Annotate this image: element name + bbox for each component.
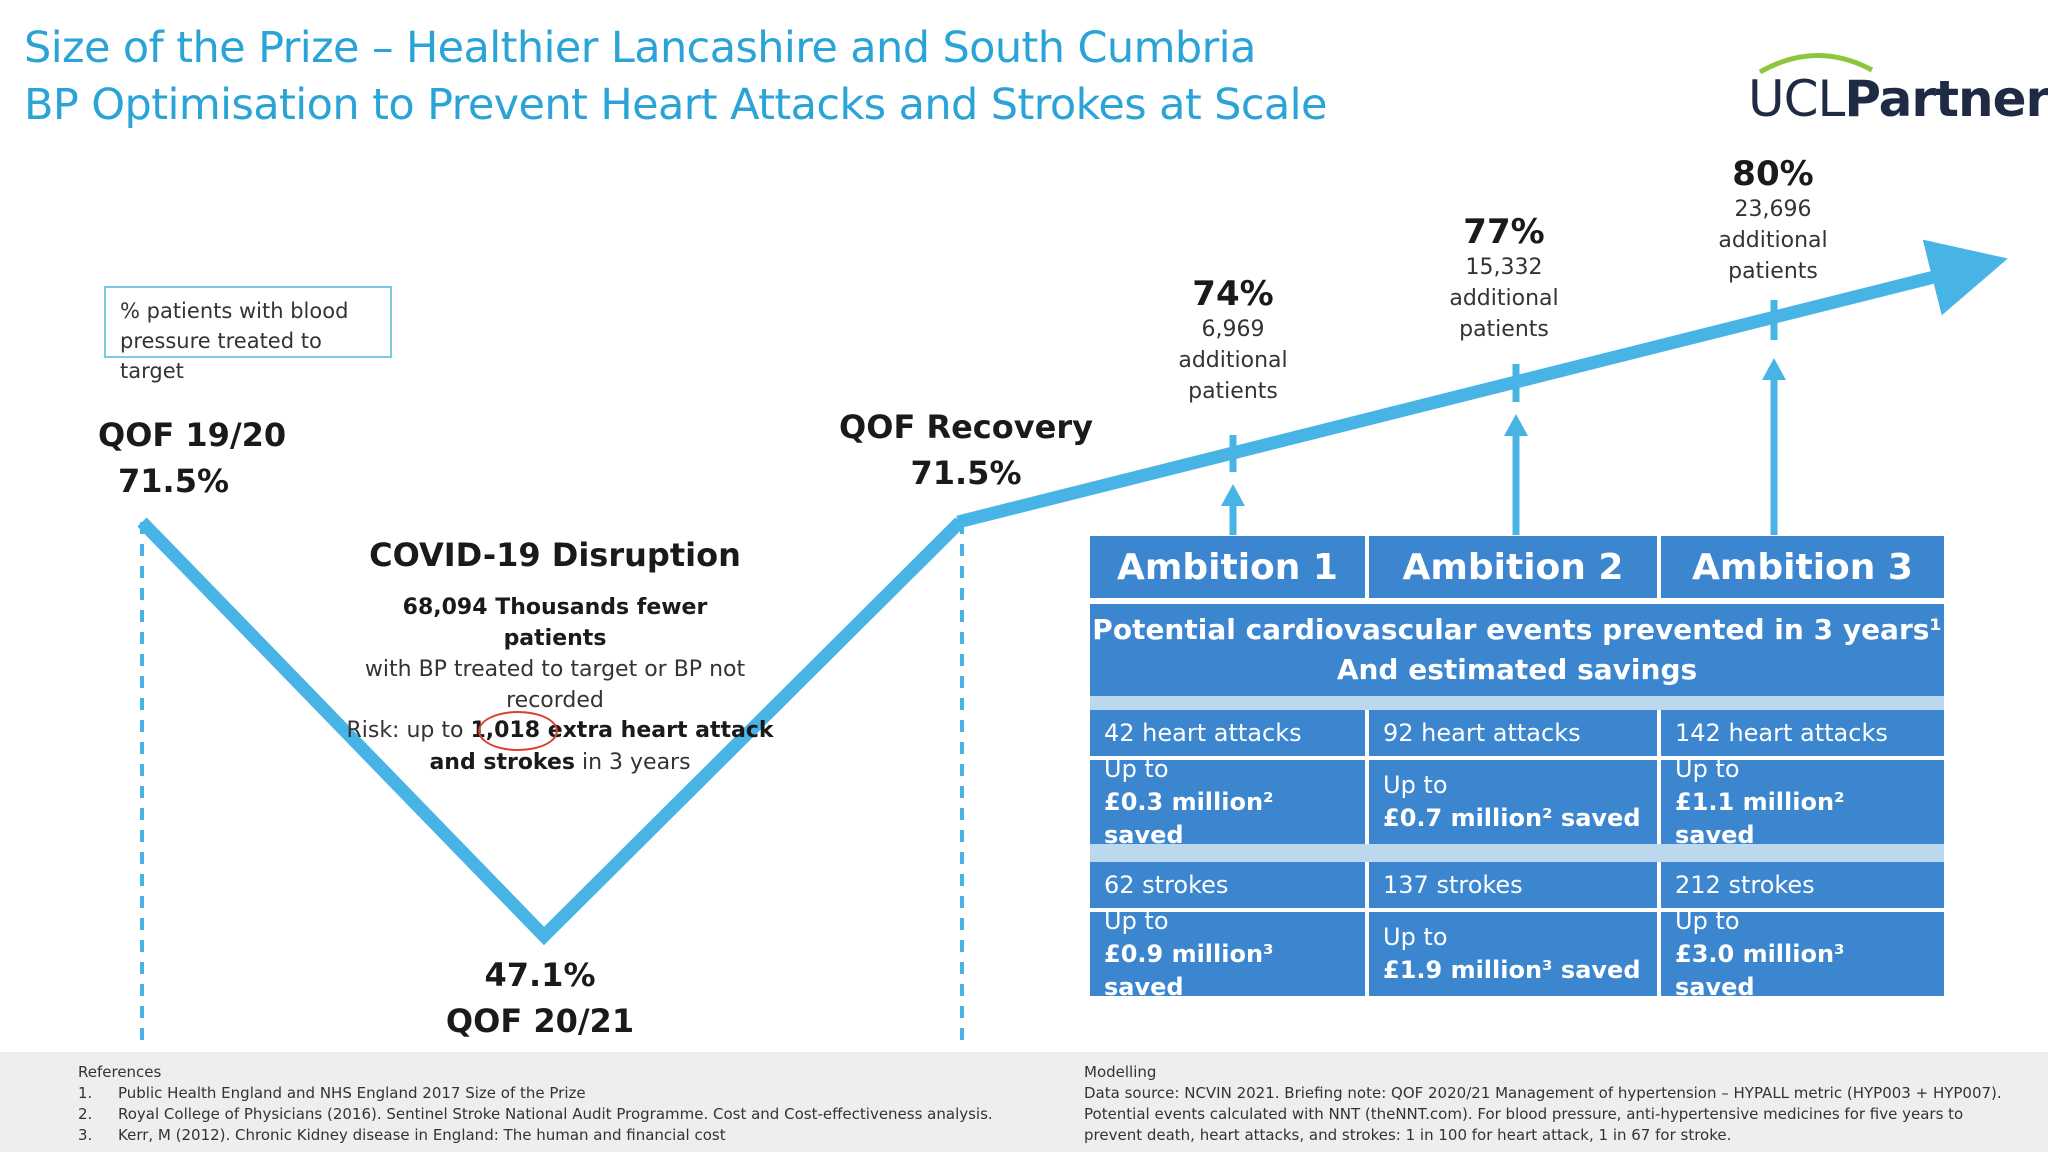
point-ambition-2: 77% 15,332 additional patients	[1404, 212, 1604, 345]
slide-title: Size of the Prize – Healthier Lancashire…	[24, 20, 1327, 134]
reference-number: 1.	[78, 1084, 93, 1102]
heart-savings-1-upto: Up to	[1104, 754, 1169, 783]
reference-text: Public Health England and NHS England 20…	[118, 1084, 586, 1102]
point-ambition-3: 80% 23,696 additional patients	[1673, 154, 1873, 287]
point-3-additional: additional	[1718, 228, 1828, 253]
qof-2021-value: 47.1%	[484, 956, 596, 994]
stroke-savings-1-upto: Up to	[1104, 906, 1169, 935]
ambition-table: Ambition 1 Ambition 2 Ambition 3 Potenti…	[1090, 536, 1944, 1001]
stroke-savings-1: Up to £0.9 million³ saved	[1090, 907, 1365, 1001]
reference-text: Royal College of Physicians (2016). Sent…	[118, 1105, 993, 1123]
qof-1920-label: QOF 19/20	[98, 416, 287, 454]
heart-savings-3: Up to £1.1 million² saved	[1657, 755, 1944, 849]
risk-prefix: Risk: up to	[346, 718, 471, 743]
stroke-savings-3: Up to £3.0 million³ saved	[1657, 907, 1944, 1001]
point-ambition-1: 74% 6,969 additional patients	[1133, 274, 1333, 407]
reference-item: 2. Royal College of Physicians (2016). Se…	[78, 1104, 993, 1125]
row-separator	[1090, 756, 1944, 760]
point-1-pct: 74%	[1192, 274, 1274, 314]
reference-text: Kerr, M (2012). Chronic Kidney disease i…	[118, 1126, 726, 1144]
ambition-1-header: Ambition 1	[1090, 536, 1365, 598]
modelling-line: Potential events calculated with NNT (th…	[1084, 1105, 1964, 1123]
stroke-savings-2-upto: Up to	[1383, 923, 1448, 951]
qof-recovery-label: QOF Recovery	[839, 408, 1093, 446]
ambition-2-header: Ambition 2	[1365, 536, 1657, 598]
point-3-pct: 80%	[1732, 154, 1814, 194]
stroke-savings-3-upto: Up to	[1675, 906, 1740, 935]
heart-savings-3-amount: £1.1 million² saved	[1675, 787, 1845, 849]
trend-arrow	[956, 239, 2008, 529]
heart-attacks-1: 42 heart attacks	[1090, 710, 1365, 756]
highlight-circle	[478, 711, 558, 751]
risk-bold-2: and strokes	[429, 750, 575, 775]
events-header: Potential cardiovascular events prevente…	[1090, 604, 1944, 696]
covid-risk: Risk: up to 1,018 extra heart attack and…	[340, 715, 780, 779]
stroke-savings-3-amount: £3.0 million³ saved	[1675, 939, 1845, 1001]
reference-number: 2.	[78, 1105, 93, 1123]
ambition-header-row: Ambition 1 Ambition 2 Ambition 3	[1090, 536, 1944, 598]
heart-savings-1: Up to £0.3 million² saved	[1090, 755, 1365, 849]
reference-item: 3. Kerr, M (2012). Chronic Kidney disease…	[78, 1125, 993, 1146]
modelling-heading: Modelling	[1084, 1063, 1157, 1081]
logo-text-partners: Partners	[1844, 70, 2048, 128]
heart-savings-2: Up to £0.7 million² saved	[1365, 760, 1657, 844]
point-1-additional: additional	[1178, 348, 1288, 373]
reference-number: 3.	[78, 1126, 93, 1144]
modelling-notes: Modelling Data source: NCVIN 2021. Brief…	[1084, 1062, 2002, 1146]
point-1-count: 6,969	[1201, 317, 1265, 342]
ambition-3-header: Ambition 3	[1657, 536, 1944, 598]
modelling-line: prevent death, heart attacks, and stroke…	[1084, 1126, 1732, 1144]
point-2-additional: additional	[1449, 286, 1559, 311]
uclpartners-logo: UCLPartners	[1748, 48, 2048, 128]
covid-title: COVID-19 Disruption	[369, 536, 741, 574]
trend-line	[137, 517, 965, 946]
heart-savings-1-amount: £0.3 million² saved	[1104, 787, 1274, 849]
heart-attacks-2: 92 heart attacks	[1365, 710, 1657, 756]
references: References 1. Public Health England and N…	[78, 1062, 993, 1146]
logo-arc-icon	[1758, 53, 1874, 75]
strokes-row: 62 strokes 137 strokes 212 strokes	[1090, 862, 1944, 908]
table-spacer	[1090, 696, 1944, 710]
point-3-patients: patients	[1728, 259, 1818, 284]
reference-item: 1. Public Health England and NHS England …	[78, 1083, 993, 1104]
risk-suffix: in 3 years	[574, 750, 691, 775]
modelling-line: Data source: NCVIN 2021. Briefing note: …	[1084, 1084, 2002, 1102]
strokes-1: 62 strokes	[1090, 862, 1365, 908]
strokes-3: 212 strokes	[1657, 862, 1944, 908]
logo-text: UCLPartners	[1748, 70, 2048, 128]
strokes-2: 137 strokes	[1365, 862, 1657, 908]
qof-2021-label: QOF 20/21	[445, 1002, 635, 1040]
stroke-savings-2-amount: £1.9 million³ saved	[1383, 956, 1641, 984]
legend-box: % patients with blood pressure treated t…	[104, 286, 392, 383]
heart-attacks-row: 42 heart attacks 92 heart attacks 142 he…	[1090, 710, 1944, 756]
stroke-savings-1-amount: £0.9 million³ saved	[1104, 939, 1274, 1001]
row-separator	[1090, 908, 1944, 912]
covid-bold-text: 68,094 Thousands fewer patients	[402, 595, 708, 651]
table-spacer	[1090, 844, 1944, 862]
covid-description: 68,094 Thousands fewer patients with BP …	[350, 592, 760, 716]
point-2-patients: patients	[1459, 317, 1549, 342]
heart-savings-2-upto: Up to	[1383, 771, 1448, 799]
covid-rest-text: with BP treated to target or BP not reco…	[364, 657, 746, 713]
point-2-pct: 77%	[1463, 212, 1545, 252]
heart-savings-row: Up to £0.3 million² saved Up to £0.7 milli…	[1090, 755, 1944, 849]
events-header-line-2: And estimated savings	[1336, 653, 1698, 686]
references-heading: References	[78, 1063, 162, 1081]
point-2-count: 15,332	[1465, 255, 1543, 280]
logo-text-ucl: UCL	[1748, 70, 1845, 128]
title-line-2: BP Optimisation to Prevent Heart Attacks…	[24, 80, 1327, 130]
title-line-1: Size of the Prize – Healthier Lancashire…	[24, 23, 1256, 73]
stroke-savings-row: Up to £0.9 million³ saved Up to £1.9 milli…	[1090, 907, 1944, 1001]
point-3-count: 23,696	[1734, 197, 1812, 222]
heart-savings-3-upto: Up to	[1675, 754, 1740, 783]
qof-recovery-value: 71.5%	[910, 454, 1022, 492]
footer-band	[0, 1052, 2048, 1152]
point-1-patients: patients	[1188, 379, 1278, 404]
heart-attacks-3: 142 heart attacks	[1657, 710, 1944, 756]
stroke-savings-2: Up to £1.9 million³ saved	[1365, 912, 1657, 996]
qof-1920-value: 71.5%	[118, 462, 230, 500]
heart-savings-2-amount: £0.7 million² saved	[1383, 804, 1641, 832]
events-header-line-1: Potential cardiovascular events prevente…	[1092, 613, 1942, 646]
